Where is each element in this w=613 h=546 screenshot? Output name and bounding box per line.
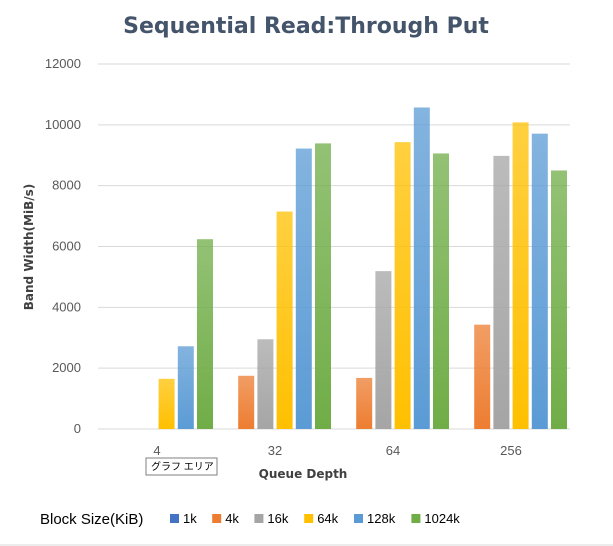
bar-64k-32	[276, 211, 293, 429]
x-tick-label: 256	[500, 443, 522, 458]
legend-title: Block Size(KiB)	[40, 511, 143, 528]
tooltip: グラフ エリア	[145, 457, 218, 476]
bar-4k-32	[238, 375, 255, 429]
x-axis-ticks: 4 32 64 256	[153, 443, 521, 458]
legend-swatch-16k	[254, 514, 264, 523]
x-tick-label: 4	[153, 443, 160, 458]
y-tick-label: 4000	[52, 299, 81, 314]
legend-label-128k: 128k	[367, 511, 396, 526]
bar-128k-64	[413, 107, 430, 429]
bar-1024k-4	[197, 239, 213, 429]
legend-swatch-1k	[170, 514, 179, 523]
x-tick-label: 64	[386, 443, 400, 458]
bar-4k-256	[474, 324, 491, 429]
y-axis-label: Band Width(MiB/s)	[22, 184, 36, 310]
bar-16k-32	[257, 339, 274, 429]
bar-1024k-32	[315, 143, 331, 429]
legend-swatch-4k	[212, 514, 222, 523]
tooltip-box	[145, 457, 218, 476]
legend: 1k 4k 16k 64k 128k 1024k	[170, 511, 460, 526]
legend-label-16k: 16k	[267, 511, 288, 526]
legend-swatch-64k	[304, 514, 314, 523]
bar-1024k-256	[551, 170, 567, 430]
bar-64k-4	[158, 378, 175, 429]
y-tick-label: 6000	[52, 239, 81, 254]
bar-16k-256	[493, 155, 510, 429]
bar-64k-64	[394, 142, 411, 429]
y-axis-ticks: 0 2000 4000 6000 8000 10000 12000	[45, 56, 81, 436]
y-tick-label: 0	[74, 421, 81, 436]
x-tick-label: 32	[268, 443, 282, 458]
tooltip-text: グラフ エリア	[151, 460, 214, 473]
bar-128k-256	[531, 133, 548, 429]
legend-label-1024k: 1024k	[424, 511, 460, 526]
chart-title: Sequential Read:Through Put	[123, 14, 489, 39]
legend-label-64k: 64k	[317, 511, 338, 526]
y-tick-label: 2000	[52, 360, 81, 375]
bar-1024k-64	[433, 153, 449, 430]
bar-4k-64	[356, 377, 373, 429]
bar-16k-64	[375, 271, 392, 429]
y-tick-label: 8000	[52, 178, 81, 193]
bar-128k-32	[295, 148, 312, 429]
bars	[158, 107, 567, 430]
bar-128k-4	[177, 346, 194, 429]
gridlines	[98, 63, 570, 430]
legend-swatch-1024k	[411, 514, 421, 523]
legend-label-4k: 4k	[225, 511, 239, 526]
y-tick-label: 10000	[45, 117, 81, 132]
legend-swatch-128k	[354, 514, 363, 523]
legend-label-1k: 1k	[183, 511, 197, 526]
y-tick-label: 12000	[45, 56, 81, 71]
bar-64k-256	[512, 122, 529, 430]
x-axis-label: Queue Depth	[259, 467, 348, 481]
